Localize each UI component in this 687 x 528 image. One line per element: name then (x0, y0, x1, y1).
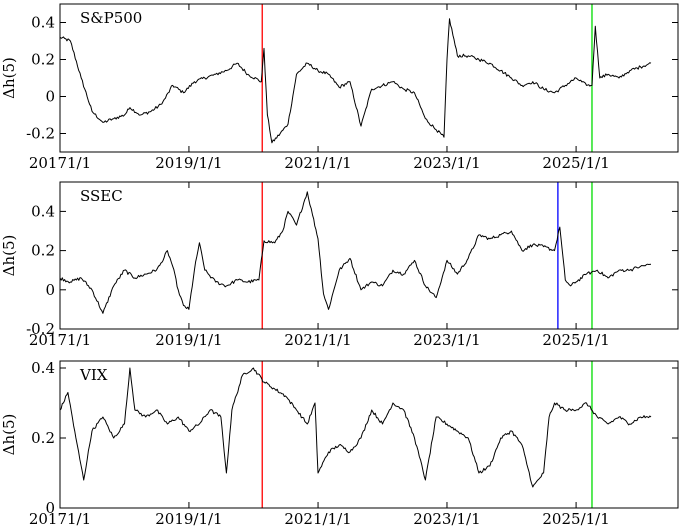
y-tick-label: 0.2 (31, 242, 55, 260)
y-tick-label: 0 (45, 88, 55, 106)
y-tick-label: 0 (45, 281, 55, 299)
y-tick-label: 0.4 (31, 202, 55, 220)
y-axis-label: Δh(5) (0, 57, 18, 99)
x-tick-label: 2025/1/1 (542, 331, 609, 349)
y-tick-label: 0.2 (31, 51, 55, 69)
series-line (59, 367, 652, 488)
series-line (59, 191, 652, 314)
x-tick-label: 20171/1 (29, 331, 91, 349)
panel-title: S&P500 (80, 9, 142, 27)
plot-frame (59, 181, 679, 330)
y-tick-label: -0.2 (26, 125, 55, 143)
x-tick-label: 2021/1/1 (284, 331, 351, 349)
panel-vix: 0 0.2 0.4 20171/1 2019/1/1 2021/1/1 2023/1/1 20… (0, 359, 679, 528)
x-tick-label: 2019/1/1 (155, 510, 222, 528)
plot-frame (59, 3, 679, 153)
series-line (59, 18, 652, 144)
y-tick-label: 0 (45, 499, 55, 517)
x-tick-label: 2021/1/1 (284, 510, 351, 528)
panel-ssec: -0.2 0 0.2 0.4 20171/1 2019/1/1 2021/1/1 2023/1… (0, 181, 679, 349)
x-tick-label: 2025/1/1 (542, 154, 609, 172)
x-tick-label: 2023/1/1 (413, 510, 480, 528)
x-tick-label: 2019/1/1 (155, 331, 222, 349)
x-tick-label: 2025/1/1 (542, 510, 609, 528)
panel-s-p500: -0.2 0 0.2 0.4 20171/1 2019/1/1 2021/1/1 2023/1… (0, 3, 679, 172)
y-axis-label: Δh(5) (0, 235, 18, 277)
plot-frame (59, 360, 679, 509)
y-tick-label: 0.2 (31, 429, 55, 447)
panel-title: SSEC (80, 187, 123, 205)
x-tick-label: 20171/1 (29, 510, 91, 528)
x-tick-label: 2023/1/1 (413, 154, 480, 172)
panel-title: VIX (79, 366, 108, 384)
y-tick-label: 0.4 (31, 14, 55, 32)
x-tick-label: 2021/1/1 (284, 154, 351, 172)
y-tick-label: 0.4 (31, 359, 55, 377)
x-tick-label: 20171/1 (29, 154, 91, 172)
y-axis-label: Δh(5) (0, 414, 18, 456)
y-tick-label: -0.2 (26, 320, 55, 338)
x-tick-label: 2023/1/1 (413, 331, 480, 349)
x-tick-label: 2019/1/1 (155, 154, 222, 172)
